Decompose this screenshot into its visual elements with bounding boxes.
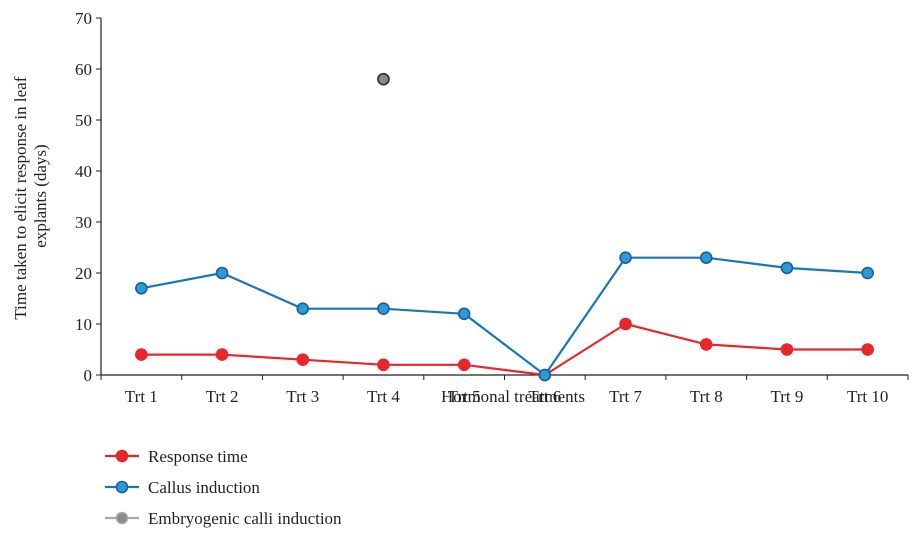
series-lines — [141, 256, 868, 377]
legend-item-2: Embryogenic calli induction — [105, 509, 342, 528]
y-tick-label: 30 — [75, 213, 92, 232]
y-axis-title: Time taken to elicit response in leaf ex… — [11, 72, 50, 319]
legend-marker-1 — [115, 480, 129, 494]
y-axis-title-line-2: explants (days) — [31, 144, 50, 247]
y-axis-title-line-1: Time taken to elicit response in leaf — [11, 76, 30, 319]
x-tick-label: Trt 10 — [847, 387, 888, 406]
data-point-1-6 — [619, 251, 632, 265]
data-point-1-4 — [457, 307, 471, 321]
legend-label-1: Callus induction — [148, 478, 260, 497]
x-tick-label: Trt 9 — [770, 387, 803, 406]
data-point-1-2 — [296, 302, 310, 316]
data-point-0-3 — [377, 358, 390, 372]
data-point-0-0 — [135, 348, 148, 361]
axes — [100, 18, 908, 376]
y-tick-label: 40 — [75, 162, 92, 181]
y-tick-label: 60 — [75, 60, 92, 79]
x-tick-label: Trt 6 — [528, 387, 561, 406]
data-point-1-9 — [861, 266, 874, 280]
data-point-1-8 — [780, 261, 794, 275]
series-line-1 — [141, 256, 868, 377]
legend-label-0: Response time — [148, 447, 248, 466]
x-tick-label: Trt 2 — [206, 387, 239, 406]
legend-item-0: Response time — [105, 447, 248, 466]
data-point-1-5 — [538, 368, 552, 382]
legend-marker-0 — [115, 449, 129, 463]
y-tick-label: 20 — [75, 264, 92, 283]
x-tick-label: Trt 3 — [286, 387, 319, 406]
x-tick-label: Trt 8 — [690, 387, 723, 406]
legend: Response time Callus induction Embryogenic… — [105, 447, 342, 528]
legend-marker-2 — [115, 511, 129, 525]
x-tick-label: Trt 1 — [125, 387, 158, 406]
data-point-1-1 — [215, 266, 229, 280]
series-points — [135, 72, 874, 382]
y-tick-label: 50 — [75, 111, 92, 130]
legend-item-1: Callus induction — [105, 478, 260, 497]
data-point-1-3 — [377, 302, 390, 316]
legend-label-2: Embryogenic calli induction — [148, 509, 342, 528]
data-point-0-7 — [699, 338, 713, 351]
data-point-0-6 — [619, 317, 632, 331]
data-point-0-2 — [296, 353, 310, 367]
x-tick-label: Trt 5 — [448, 387, 481, 406]
x-axis-ticks: Trt 1 Trt 2 Trt 3 Trt 4 Trt 5 Trt 6 Trt 7 Trt 8… — [100, 375, 909, 406]
x-axis-title: Hormonal treatments — [441, 387, 585, 406]
y-tick-label: 70 — [75, 9, 92, 28]
y-tick-label: 0 — [84, 366, 93, 385]
x-tick-label: Trt 4 — [367, 387, 400, 406]
data-point-1-7 — [699, 251, 713, 265]
data-point-0-8 — [780, 343, 794, 356]
data-point-1-0 — [135, 281, 148, 295]
data-point-0-1 — [215, 348, 229, 361]
y-tick-label: 10 — [75, 315, 92, 334]
y-axis-ticks: 0 10 20 30 40 50 60 70 — [75, 9, 101, 385]
data-point-0-4 — [457, 358, 471, 372]
data-point-0-9 — [861, 343, 874, 356]
series-line-0 — [141, 322, 868, 377]
x-tick-label: Trt 7 — [609, 387, 642, 406]
data-point-2-3 — [377, 72, 390, 86]
